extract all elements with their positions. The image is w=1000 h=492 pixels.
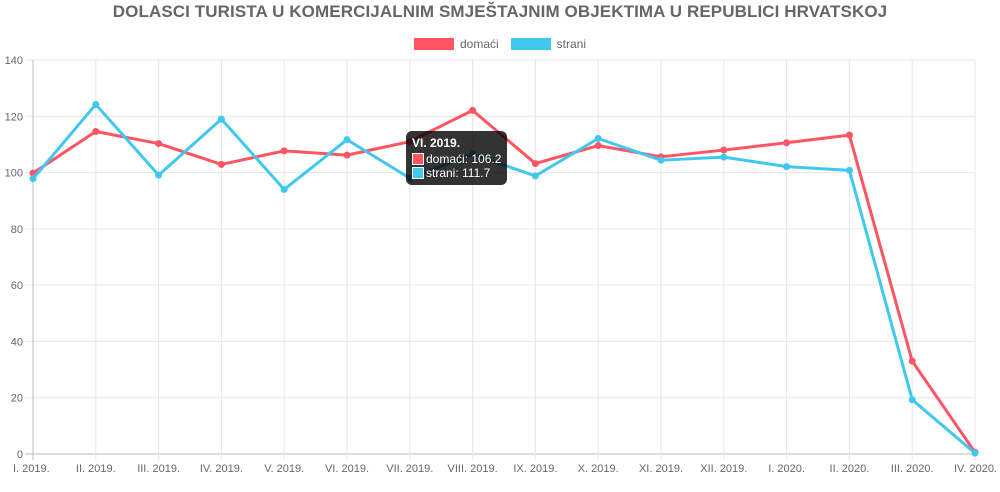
data-point-domaci-iii-2019 [155, 140, 163, 148]
data-point-domaci-ii-2020 [845, 131, 853, 139]
data-point-domaci-x-2019 [594, 142, 602, 150]
tooltip-row-strani: strani: 111.7 [412, 166, 501, 180]
data-point-domaci-iv-2019 [217, 160, 225, 168]
data-point-strani-ii-2020 [845, 166, 853, 174]
x-tick-label-ii-2020: II. 2020. [830, 463, 870, 475]
x-tick-label-i-2020: I. 2020. [768, 463, 805, 475]
data-point-domaci-ix-2019 [531, 160, 539, 168]
y-tick-label-60: 60 [11, 280, 23, 292]
data-point-domaci-xii-2019 [720, 146, 728, 154]
data-point-strani-vi-2019 [343, 136, 351, 144]
legend-label-domaci: domaći [459, 37, 499, 51]
y-tick-label-140: 140 [5, 55, 23, 67]
data-point-strani-x-2019 [594, 135, 602, 143]
data-point-strani-iv-2020 [971, 449, 979, 457]
x-tick-label-viii-2019: VIII. 2019. [448, 463, 498, 475]
data-point-domaci-i-2020 [783, 139, 791, 147]
data-point-domaci-viii-2019 [469, 106, 477, 114]
legend: domaći strani [0, 37, 1000, 51]
y-tick-label-40: 40 [11, 336, 23, 348]
data-point-strani-i-2020 [783, 163, 791, 171]
data-point-strani-xii-2019 [720, 153, 728, 161]
data-point-strani-i-2019 [29, 175, 37, 183]
legend-swatch-strani [510, 38, 551, 50]
tooltip: VI. 2019. domaći: 106.2 strani: 111.7 [406, 131, 508, 185]
x-tick-label-x-2019: X. 2019. [578, 463, 619, 475]
data-point-strani-iii-2020 [908, 396, 916, 404]
data-point-strani-iii-2019 [155, 171, 163, 179]
tooltip-row-domaci: domaći: 106.2 [412, 152, 501, 166]
data-point-strani-v-2019 [280, 185, 288, 193]
y-tick-label-80: 80 [11, 224, 23, 236]
data-point-strani-xi-2019 [657, 156, 665, 164]
legend-swatch-domaci [413, 38, 454, 50]
legend-item-strani[interactable]: strani [510, 37, 587, 51]
x-tick-label-xii-2019: XII. 2019. [700, 463, 747, 475]
x-tick-label-v-2019: V. 2019. [264, 463, 304, 475]
x-tick-label-iii-2020: III. 2020. [891, 463, 934, 475]
y-tick-label-120: 120 [5, 111, 23, 123]
data-point-strani-ii-2019 [92, 100, 100, 108]
chart-title: DOLASCI TURISTA U KOMERCIJALNIM SMJEŠTAJ… [112, 2, 888, 21]
x-tick-label-vii-2019: VII. 2019. [386, 463, 433, 475]
y-tick-label-100: 100 [5, 168, 23, 180]
tooltip-title: VI. 2019. [412, 136, 461, 150]
y-tick-label-20: 20 [11, 393, 23, 405]
x-tick-label-ii-2019: II. 2019. [76, 463, 116, 475]
x-tick-label-iv-2019: IV. 2019. [200, 463, 243, 475]
data-point-domaci-ii-2019 [92, 127, 100, 135]
tooltip-swatch-strani [412, 167, 424, 179]
x-tick-label-xi-2019: XI. 2019. [639, 463, 683, 475]
data-point-strani-ix-2019 [531, 172, 539, 180]
y-tick-label-0: 0 [17, 449, 23, 461]
x-tick-label-iv-2020: IV. 2020. [954, 463, 997, 475]
data-point-strani-iv-2019 [217, 115, 225, 123]
data-point-domaci-iii-2020 [908, 357, 916, 365]
x-tick-label-vi-2019: VI. 2019. [325, 463, 369, 475]
x-tick-label-iii-2019: III. 2019. [137, 463, 180, 475]
tooltip-text-domaci: domaći: 106.2 [426, 152, 502, 166]
data-point-domaci-vi-2019 [343, 151, 351, 159]
legend-label-strani: strani [556, 37, 587, 51]
data-point-domaci-v-2019 [280, 147, 288, 155]
legend-item-domaci[interactable]: domaći [413, 37, 499, 51]
tooltip-text-strani: strani: 111.7 [426, 166, 491, 180]
x-tick-label-ix-2019: IX. 2019. [513, 463, 557, 475]
tooltip-swatch-domaci [412, 153, 424, 165]
x-tick-label-i-2019: I. 2019. [13, 463, 50, 475]
